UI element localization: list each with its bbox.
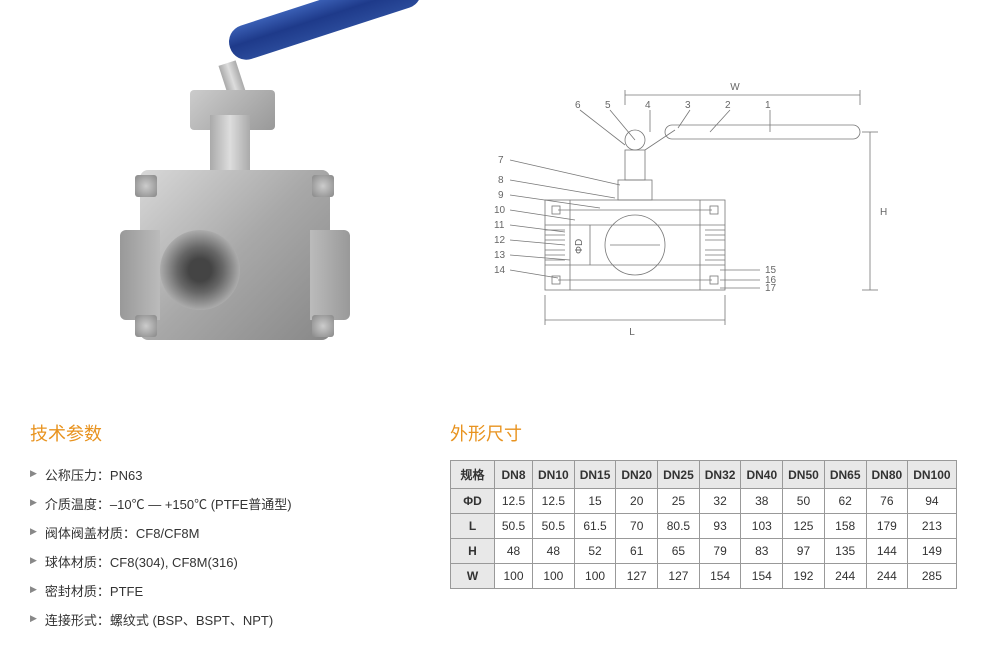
- spec-item: 密封材质：PTFE: [30, 576, 410, 605]
- svg-text:14: 14: [494, 265, 506, 276]
- svg-text:9: 9: [498, 190, 504, 201]
- spec-item: 阀体阀盖材质：CF8/CF8M: [30, 518, 410, 547]
- svg-text:17: 17: [765, 283, 777, 294]
- dim-h-label: H: [880, 207, 887, 218]
- spec-item: 公称压力：PN63: [30, 460, 410, 489]
- svg-text:7: 7: [498, 155, 504, 166]
- spec-item: 球体材质：CF8(304), CF8M(316): [30, 547, 410, 576]
- svg-text:5: 5: [605, 100, 611, 111]
- dim-l-label: L: [629, 327, 635, 338]
- svg-text:11: 11: [494, 220, 505, 231]
- spec-item: 连接形式：螺纹式 (BSP、BSPT、NPT): [30, 605, 410, 634]
- dimensions-title: 外形尺寸: [450, 420, 970, 446]
- svg-text:13: 13: [494, 250, 506, 261]
- specs-list: 公称压力：PN63 介质温度：–10℃ — +150℃ (PTFE普通型) 阀体…: [30, 460, 410, 634]
- svg-text:4: 4: [645, 100, 651, 111]
- svg-text:3: 3: [685, 100, 691, 111]
- dim-w-label: W: [730, 82, 740, 93]
- table-row: H4848526165798397135144149: [451, 539, 957, 564]
- table-row: W100100100127127154154192244244285: [451, 564, 957, 589]
- svg-text:10: 10: [494, 205, 506, 216]
- table-row: L50.550.561.57080.593103125158179213: [451, 514, 957, 539]
- table-row: ΦD12.512.5152025323850627694: [451, 489, 957, 514]
- spec-item: 介质温度：–10℃ — +150℃ (PTFE普通型): [30, 489, 410, 518]
- technical-drawing: W 6 5 4 3 2 1: [450, 70, 900, 370]
- specs-title: 技术参数: [30, 420, 410, 446]
- svg-text:6: 6: [575, 100, 581, 111]
- svg-text:12: 12: [494, 235, 506, 246]
- product-photo: [30, 20, 450, 400]
- dimensions-table: 规格 DN8 DN10 DN15 DN20 DN25 DN32 DN40 DN5…: [450, 460, 957, 589]
- header-label: 规格: [451, 461, 495, 489]
- table-header-row: 规格 DN8 DN10 DN15 DN20 DN25 DN32 DN40 DN5…: [451, 461, 957, 489]
- svg-text:2: 2: [725, 100, 731, 111]
- dim-d-label: ΦD: [574, 239, 585, 254]
- svg-text:8: 8: [498, 175, 504, 186]
- svg-text:1: 1: [765, 100, 771, 111]
